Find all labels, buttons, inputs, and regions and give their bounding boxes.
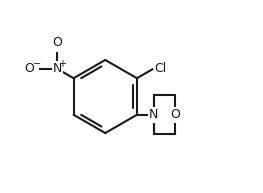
Text: −: − [33, 59, 41, 69]
Text: N: N [53, 62, 62, 75]
Text: Cl: Cl [155, 62, 167, 75]
Text: O: O [53, 36, 62, 49]
Text: N: N [149, 108, 159, 121]
Text: O: O [170, 108, 180, 121]
Text: O: O [24, 62, 34, 75]
Text: +: + [58, 59, 66, 69]
